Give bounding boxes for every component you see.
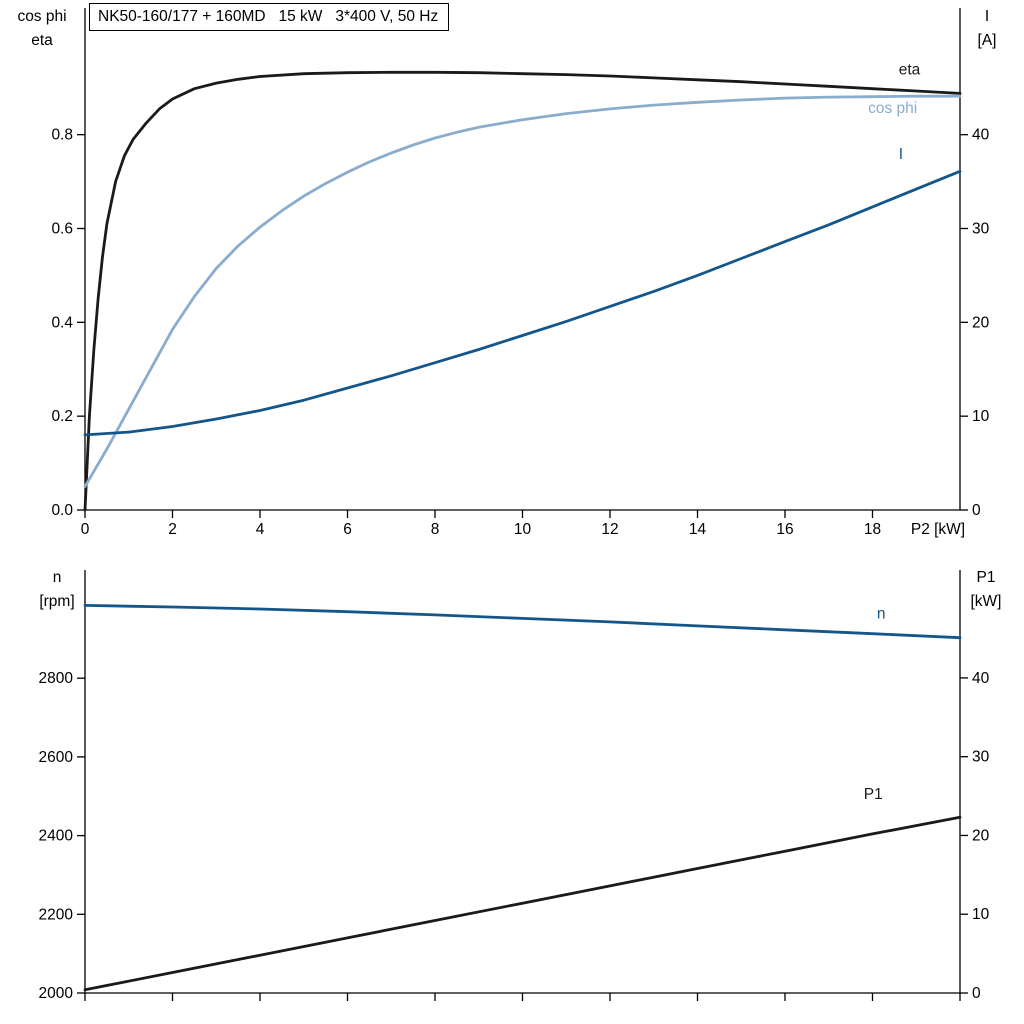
right-tick-label: 20 (972, 827, 990, 844)
left-axis-header: eta (31, 32, 53, 49)
left-tick-label: 0.8 (51, 127, 73, 144)
right-axis-header: [A] (978, 32, 997, 49)
x-tick-label: 16 (776, 521, 793, 538)
x-axis-label: P2 [kW] (911, 521, 965, 538)
right-tick-label: 0 (972, 985, 981, 1002)
x-tick-label: 12 (601, 521, 618, 538)
right-tick-label: 30 (972, 221, 990, 238)
left-tick-label: 2000 (39, 985, 74, 1002)
chart-top: 0 2 4 6 8 10 12 14 16 18 P2 [kW] 0.0 0.2 0.4 0.6 0.8 0 10… (17, 8, 996, 538)
left-tick-label: 2600 (39, 749, 74, 766)
curve-label-eta: eta (899, 62, 921, 79)
left-axis-header: [rpm] (39, 593, 74, 610)
curve-n (83, 604, 962, 640)
curve-I (83, 169, 962, 437)
x-tick-label: 4 (256, 521, 265, 538)
right-tick-label: 10 (972, 906, 990, 923)
left-tick-label: 0.4 (51, 314, 73, 331)
curve-label-I: I (899, 146, 903, 163)
curve-label-P1: P1 (864, 786, 883, 803)
x-tick-label: 0 (81, 521, 90, 538)
curve-label-n: n (877, 605, 886, 622)
left-tick-label: 2200 (39, 906, 74, 923)
curve-P1 (83, 815, 962, 992)
x-tick-label: 10 (514, 521, 532, 538)
left-tick-label: 2800 (39, 670, 74, 687)
right-axis-header: [kW] (971, 593, 1002, 610)
right-tick-label: 0 (972, 502, 981, 519)
left-tick-label: 0.2 (51, 408, 73, 425)
curve-eta (83, 70, 962, 512)
right-tick-label: 10 (972, 408, 990, 425)
left-tick-label: 2400 (39, 828, 74, 845)
curve-label-cos-phi: cos phi (868, 100, 917, 117)
x-tick-label: 6 (343, 521, 352, 538)
x-tick-label: 8 (431, 521, 440, 538)
x-tick-label: 14 (689, 521, 707, 538)
right-tick-label: 40 (972, 127, 990, 144)
left-tick-label: 0.6 (51, 221, 73, 238)
right-tick-label: 20 (972, 314, 990, 331)
x-tick-label: 2 (168, 521, 177, 538)
right-axis-header: I (985, 8, 989, 25)
chart-title-box: NK50-160/177 + 160MD 15 kW 3*400 V, 50 H… (89, 3, 450, 31)
x-tick-label: 18 (864, 521, 881, 538)
right-axis-header: P1 (977, 569, 996, 586)
left-axis-header: cos phi (17, 8, 66, 25)
right-tick-label: 30 (972, 749, 990, 766)
left-tick-label: 0.0 (51, 502, 73, 519)
curve-cos-phi (83, 94, 962, 488)
right-tick-label: 40 (972, 670, 990, 687)
chart-bottom: 2000 2200 2400 2600 2800 0 10 20 30 40 n [rpm] P1 [kW… (39, 569, 1002, 1002)
left-axis-header: n (53, 569, 62, 586)
